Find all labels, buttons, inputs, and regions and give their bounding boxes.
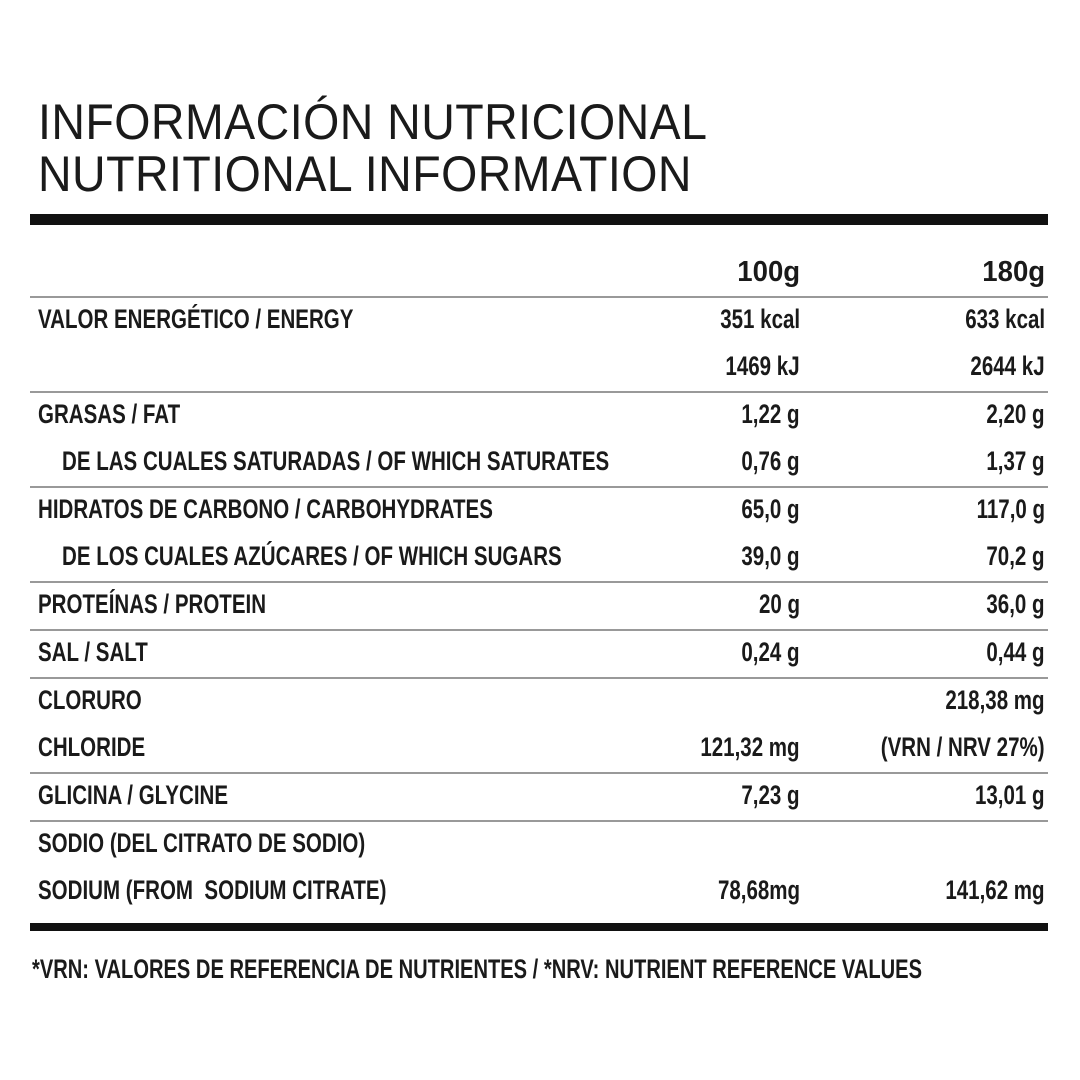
value-100g: 65,0 g — [741, 494, 800, 524]
separator — [30, 296, 1048, 298]
value-100g: 78,68mg — [717, 875, 800, 905]
value-100g: 0,24 g — [741, 637, 800, 667]
value-180g: 13,01 g — [975, 780, 1045, 810]
separator — [30, 391, 1048, 393]
row-label: HIDRATOS DE CARBONO / CARBOHYDRATES — [38, 494, 493, 524]
value-180g: 36,0 g — [986, 589, 1045, 619]
row-label: GLICINA / GLYCINE — [38, 780, 229, 810]
value-100g: 0,76 g — [741, 446, 800, 476]
value-100g: 1469 kJ — [725, 351, 800, 381]
value-100g: 39,0 g — [741, 541, 800, 571]
value-180g: 70,2 g — [986, 541, 1045, 571]
value-100g: 121,32 mg — [700, 732, 800, 762]
separator — [30, 772, 1048, 774]
value-180g: 1,37 g — [986, 446, 1045, 476]
row-label: CLORURO — [38, 685, 142, 715]
value-100g: 20 g — [758, 589, 800, 619]
value-180g: 2644 kJ — [970, 351, 1045, 381]
value-100g: 1,22 g — [741, 399, 800, 429]
value-180g: (VRN / NRV 27%) — [881, 732, 1045, 762]
row-label: SODIO (DEL CITRATO DE SODIO) — [38, 828, 366, 858]
column-header: 180g — [982, 256, 1045, 288]
thick-rule — [30, 923, 1048, 931]
separator — [30, 677, 1048, 679]
value-100g: 351 kcal — [720, 304, 800, 334]
row-label: DE LOS CUALES AZÚCARES / OF WHICH SUGARS — [62, 541, 562, 571]
title: INFORMACIÓN NUTRICIONAL — [38, 94, 708, 150]
row-label: CHLORIDE — [38, 732, 146, 762]
separator — [30, 629, 1048, 631]
separator — [30, 820, 1048, 822]
title: NUTRITIONAL INFORMATION — [38, 146, 692, 202]
footnote: *VRN: VALORES DE REFERENCIA DE NUTRIENTE… — [32, 954, 922, 984]
value-100g: 7,23 g — [741, 780, 800, 810]
row-label: DE LAS CUALES SATURADAS / OF WHICH SATUR… — [62, 446, 610, 476]
value-180g: 633 kcal — [965, 304, 1045, 334]
separator — [30, 486, 1048, 488]
value-180g: 218,38 mg — [945, 685, 1045, 715]
thick-rule — [30, 214, 1048, 225]
separator — [30, 581, 1048, 583]
value-180g: 141,62 mg — [945, 875, 1045, 905]
row-label: VALOR ENERGÉTICO / ENERGY — [38, 304, 354, 334]
column-header: 100g — [737, 256, 800, 288]
row-label: PROTEÍNAS / PROTEIN — [38, 589, 267, 619]
value-180g: 117,0 g — [976, 494, 1045, 524]
row-label: GRASAS / FAT — [38, 399, 181, 429]
value-180g: 2,20 g — [986, 399, 1045, 429]
row-label: SODIUM (FROM SODIUM CITRATE) — [38, 875, 387, 905]
row-label: SAL / SALT — [38, 637, 148, 667]
value-180g: 0,44 g — [986, 637, 1045, 667]
